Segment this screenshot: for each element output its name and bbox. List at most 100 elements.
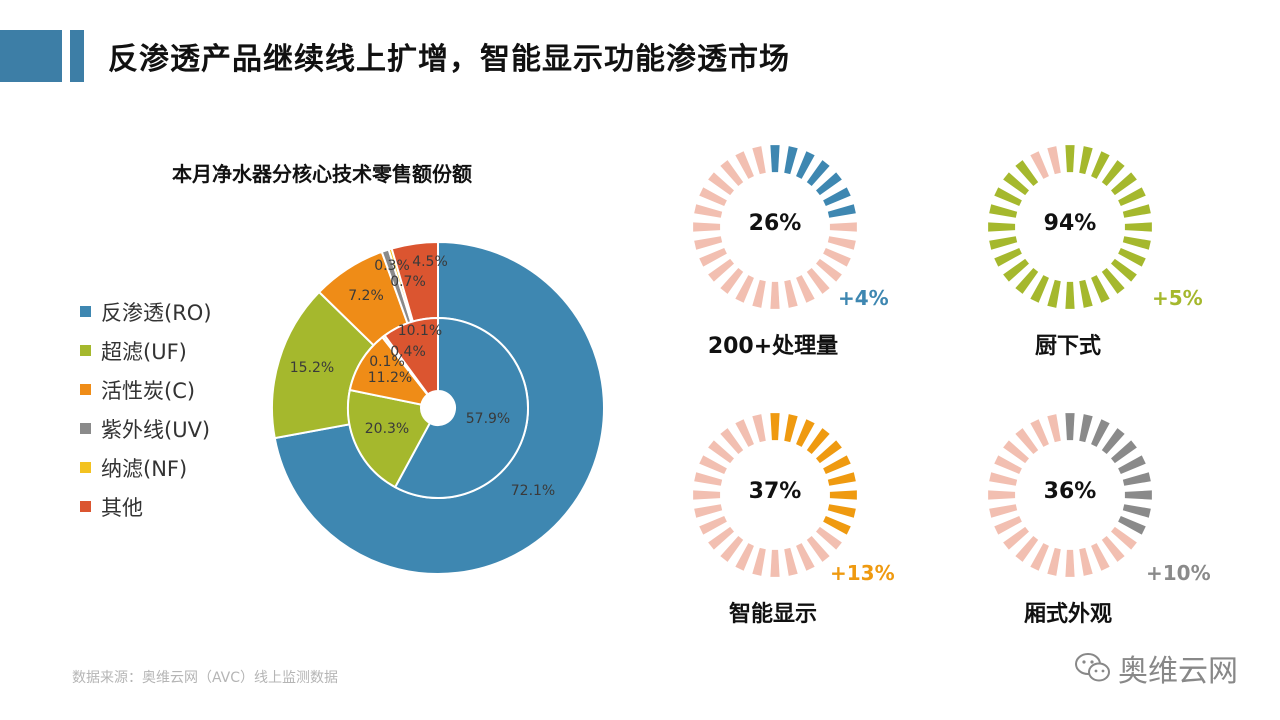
gauge-cabinet-style-percent: 36% (1043, 479, 1097, 504)
gauge-3-spoke-19 (994, 516, 1022, 535)
gauge-3-spoke-20 (989, 504, 1018, 518)
gauge-under-sink-percent: 94% (1043, 211, 1097, 236)
gauge-1-spoke-27 (1047, 146, 1061, 175)
gauge-3-spoke-11 (1101, 536, 1125, 562)
gauge-0-spoke-19 (699, 248, 727, 267)
gauge-3-spoke-8 (1122, 504, 1151, 518)
legend-swatch-c (80, 384, 91, 395)
legend-label-other: 其他 (101, 495, 143, 520)
gauge-2-spoke-20 (694, 504, 723, 518)
donut-inner-label-c: 11.2% (368, 370, 412, 386)
gauge-smart-display-percent: 37% (748, 479, 802, 504)
gauge-3-spoke-12 (1091, 543, 1110, 571)
gauge-0-spoke-25 (720, 160, 744, 186)
donut-outer-label-uf: 15.2% (290, 360, 334, 376)
legend-item-c: 活性炭(C) (80, 370, 212, 409)
legend-swatch-other (80, 501, 91, 512)
donut-outer-label-nf: 0.3% (374, 258, 410, 274)
gauge-smart-display-delta: +13% (830, 561, 895, 585)
gauge-0-spoke-26 (735, 151, 754, 179)
gauge-2-spoke-6 (827, 472, 856, 486)
gauge-2-spoke-14 (770, 549, 780, 577)
gauge-1-spoke-18 (1003, 258, 1029, 282)
donut-inner-label-uv: 0.1% (369, 354, 405, 370)
gauge-2-spoke-0 (770, 413, 780, 441)
gauge-1-spoke-4 (1111, 172, 1137, 196)
gauge-2-spoke-21 (693, 490, 721, 500)
gauge-0-spoke-12 (796, 275, 815, 303)
donut-inner-label-other: 10.1% (398, 323, 442, 339)
gauge-3-spoke-14 (1065, 549, 1075, 577)
gauge-2-spoke-15 (752, 547, 766, 576)
header-accent-bar (0, 30, 62, 82)
gauge-3-spoke-25 (1015, 428, 1039, 454)
donut-inner-label-uf: 20.3% (365, 421, 409, 437)
donut-chart: 72.1% 15.2% 7.2% 0.7%0.3% 4.5% 57.9% 20.3% 11.2… (271, 240, 605, 575)
legend-label-uv: 紫外线(UV) (101, 417, 211, 442)
gauge-3-spoke-9 (1118, 516, 1146, 535)
gauge-0-spoke-5 (823, 187, 851, 206)
gauge-1-spoke-15 (1047, 279, 1061, 308)
header-accent-bar-thin (70, 30, 84, 82)
legend-swatch-uf (80, 345, 91, 356)
gauge-1-spoke-0 (1065, 145, 1075, 173)
gauge-under-sink (988, 145, 1152, 309)
donut-outer-label-c: 7.2% (348, 288, 384, 304)
gauge-3-spoke-18 (1003, 526, 1029, 550)
donut-outer-label-ro: 72.1% (511, 483, 555, 499)
gauge-smart-display-label: 智能显示 (728, 602, 817, 627)
gauge-3-spoke-23 (994, 455, 1022, 474)
gauge-2-spoke-23 (699, 455, 727, 474)
gauge-cabinet-style-delta: +10% (1146, 561, 1211, 585)
gauge-0-spoke-16 (735, 275, 754, 303)
gauge-0-spoke-24 (708, 172, 734, 196)
donut-inner-segment-ro (393, 316, 529, 499)
gauge-200-capacity-percent: 26% (748, 211, 802, 236)
gauge-1-spoke-10 (1111, 258, 1137, 282)
gauge-1-spoke-6 (1122, 204, 1151, 218)
donut-legend: 反渗透(RO) 超滤(UF) 活性炭(C) 紫外线(UV) 纳滤(NF) 其他 (80, 292, 212, 526)
gauge-1-spoke-23 (994, 187, 1022, 206)
gauge-0-spoke-11 (806, 268, 830, 294)
gauge-3-spoke-17 (1015, 536, 1039, 562)
gauge-0-spoke-2 (796, 151, 815, 179)
donut-outer-label-other: 4.5% (412, 254, 448, 270)
legend-swatch-ro (80, 306, 91, 317)
gauge-200-capacity (693, 145, 857, 309)
gauge-0-spoke-14 (770, 281, 780, 309)
legend-item-uv: 紫外线(UV) (80, 409, 212, 448)
gauge-0-spoke-7 (829, 222, 857, 232)
gauge-0-spoke-1 (784, 146, 798, 175)
gauge-0-spoke-10 (816, 258, 842, 282)
gauge-1-spoke-14 (1065, 281, 1075, 309)
donut-inner-segment-other (383, 316, 439, 396)
gauge-0-spoke-13 (784, 279, 798, 308)
gauge-2-spoke-18 (708, 526, 734, 550)
gauge-1-spoke-19 (994, 248, 1022, 267)
gauge-200-capacity-label: 200+处理量 (707, 334, 839, 359)
gauge-3-spoke-21 (988, 490, 1016, 500)
gauge-under-sink-delta: +5% (1152, 286, 1203, 310)
gauge-1-spoke-24 (1003, 172, 1029, 196)
gauge-2-spoke-27 (752, 414, 766, 443)
gauge-1-spoke-8 (1122, 236, 1151, 250)
brand-name: 奥维云网 (1118, 654, 1238, 689)
gauge-0-spoke-22 (694, 204, 723, 218)
gauge-2-spoke-11 (806, 536, 830, 562)
gauge-3-spoke-13 (1079, 547, 1093, 576)
gauge-2-spoke-22 (694, 472, 723, 486)
gauge-1-spoke-22 (989, 204, 1018, 218)
gauge-2-spoke-10 (816, 526, 842, 550)
gauge-0-spoke-0 (770, 145, 780, 173)
donut-inner-label-nf: 0.4% (390, 344, 426, 360)
gauge-0-spoke-6 (827, 204, 856, 218)
gauge-2-spoke-26 (735, 419, 754, 447)
donut-inner-segment-uf (347, 388, 432, 489)
gauge-1-spoke-5 (1118, 187, 1146, 206)
gauge-1-spoke-26 (1030, 151, 1049, 179)
gauge-3-spoke-15 (1047, 547, 1061, 576)
gauge-3-spoke-22 (989, 472, 1018, 486)
donut-outer-label-uv: 0.7% (390, 274, 426, 290)
gauge-3-spoke-6 (1122, 472, 1151, 486)
legend-swatch-uv (80, 423, 91, 434)
